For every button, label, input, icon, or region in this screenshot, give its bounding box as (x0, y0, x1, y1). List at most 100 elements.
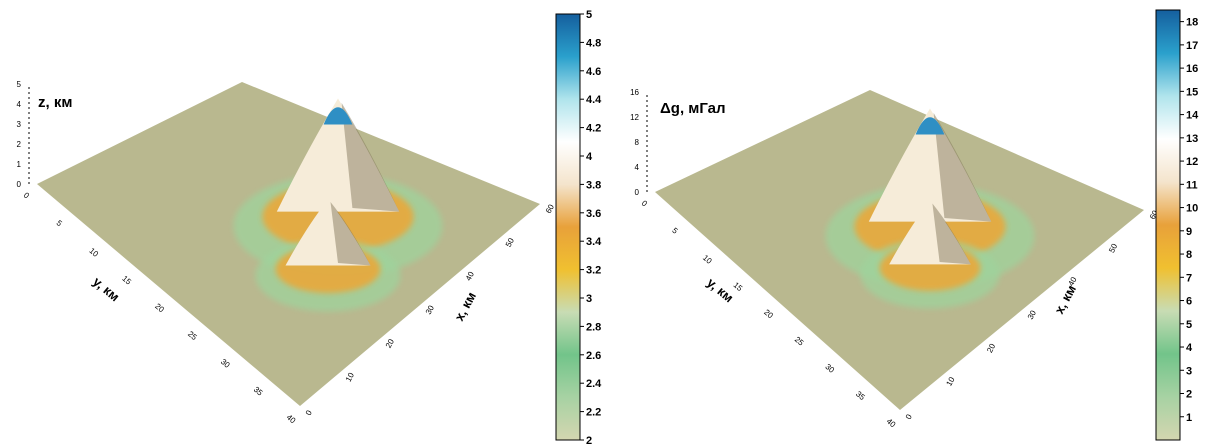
colorbar-tick-label: 3 (586, 293, 592, 305)
colorbar-tick-label: 15 (1186, 86, 1198, 98)
colorbar-tick-label: 4.2 (586, 123, 601, 135)
y-tick-label: 0 (640, 199, 650, 209)
x-axis-label-dg: x, км (1051, 282, 1079, 316)
z-tick-label: 12 (630, 113, 639, 122)
peak-shade (933, 112, 992, 222)
colorbar-tick-label: 3.4 (586, 236, 602, 248)
colorbar-tick-label: 14 (1186, 110, 1199, 122)
z-tick-label: 16 (630, 88, 639, 97)
colorbar-tick-label: 16 (1186, 63, 1198, 75)
y-tick-label: 5 (670, 226, 680, 236)
z-axis-dg: 0 4 8 12 16 (630, 88, 648, 197)
x-tick-label: 40 (464, 270, 476, 283)
z-tick-label: 8 (635, 138, 640, 147)
x-tick-label: 30 (1026, 308, 1038, 321)
z-tick-label: 5 (17, 80, 22, 89)
colorbar-tick-label: 2 (586, 435, 592, 447)
chart-title-z: z, км (38, 94, 72, 111)
y-tick-label: 25 (186, 329, 199, 342)
colorbar-tick-label: 4.8 (586, 37, 601, 49)
colorbar-tick-label: 17 (1186, 40, 1198, 52)
x-tick-label: 10 (344, 371, 356, 384)
z-tick-label: 1 (17, 160, 22, 169)
colorbar-tick-label: 8 (1186, 249, 1192, 261)
y-axis-label-z: y, км (90, 274, 122, 305)
chart-panel-z: 0 1 2 3 4 5 0 10 20 30 40 50 60 0 5 10 15 20 25 30 35 40 z,… (17, 9, 603, 447)
z-tick-label: 0 (635, 188, 640, 197)
colorbar-tick-label: 3 (1186, 365, 1192, 377)
y-tick-label: 15 (120, 274, 133, 287)
peak-2 (860, 201, 1000, 309)
z-tick-label: 0 (17, 180, 22, 189)
surface-peaks-dg (825, 108, 1035, 309)
surface-peaks-z (233, 98, 443, 312)
peak-2 (255, 199, 401, 312)
x-tick-label: 30 (424, 303, 436, 316)
z-axis-z: 0 1 2 3 4 5 (17, 80, 30, 189)
colorbar-gradient (1155, 9, 1181, 441)
y-tick-label: 40 (885, 417, 898, 430)
y-tick-label: 30 (219, 357, 232, 370)
colorbar-tick-label: 11 (1186, 179, 1198, 191)
colorbar-tick-label: 9 (1186, 226, 1192, 238)
colorbar-tick-label: 4 (1186, 342, 1193, 354)
colorbar-tick-label: 2.2 (586, 407, 601, 419)
x-axis-label-z: x, км (451, 289, 479, 323)
z-tick-label: 4 (635, 163, 640, 172)
colorbar-tick-label: 4.6 (586, 66, 601, 78)
y-axis-label-dg: y, км (704, 275, 736, 306)
colorbar-tick-label: 4 (586, 151, 593, 163)
colorbar-tick-label: 7 (1186, 272, 1192, 284)
x-tick-label: 10 (944, 375, 956, 388)
colorbar-tick-label: 3.2 (586, 265, 601, 277)
peak-shade (330, 202, 371, 266)
colorbar-tick-label: 3.6 (586, 208, 601, 220)
y-tick-label: 20 (153, 302, 166, 315)
x-tick-label: 50 (504, 236, 516, 249)
x-tick-label: 20 (985, 342, 997, 355)
colorbar-tick-label: 1 (1186, 412, 1192, 424)
colorbar-tick-label: 18 (1186, 17, 1198, 29)
colorbar-tick-label: 4.4 (586, 94, 602, 106)
y-tick-label: 0 (22, 191, 32, 201)
peak-shade (341, 102, 400, 212)
x-tick-label: 0 (304, 408, 314, 417)
y-tick-label: 10 (87, 246, 100, 259)
colorbar-z: 2 2.2 2.4 2.6 2.8 3 3.2 3.4 3.6 3.8 4 4.2 4.4 4.6 4.8 5 (555, 9, 602, 447)
peak-shade (932, 203, 971, 265)
colorbar-tick-label: 13 (1186, 133, 1198, 145)
chart-title-dg: Δg, мГал (660, 100, 726, 117)
y-tick-label: 20 (762, 308, 775, 321)
colorbar-tick-label: 12 (1186, 156, 1198, 168)
y-tick-label: 30 (823, 362, 836, 375)
colorbar-gradient (555, 13, 581, 441)
colorbar-tick-label: 2 (1186, 389, 1192, 401)
y-tick-label: 40 (285, 413, 298, 426)
peak-top (323, 107, 353, 125)
colorbar-tick-label: 2.4 (586, 378, 602, 390)
peak-dome (276, 98, 400, 212)
colorbar-tick-label: 6 (1186, 296, 1192, 308)
peak-dome (868, 108, 992, 222)
colorbar-tick-label: 3.8 (586, 179, 601, 191)
z-tick-label: 3 (17, 120, 22, 129)
x-tick-label: 60 (544, 202, 556, 215)
colorbar-tick-label: 2.8 (586, 321, 601, 333)
y-tick-label: 35 (252, 385, 265, 398)
x-tick-label: 20 (384, 337, 396, 350)
colorbar-tick-label: 10 (1186, 203, 1198, 215)
y-tick-label: 10 (701, 253, 714, 266)
peak-top (915, 117, 945, 135)
x-tick-label: 0 (904, 412, 914, 421)
y-tick-label: 5 (55, 218, 65, 228)
z-tick-label: 2 (17, 140, 22, 149)
z-tick-label: 4 (17, 100, 22, 109)
colorbar-tick-label: 2.6 (586, 350, 601, 362)
peak-dome (889, 201, 971, 265)
peak-dome (285, 199, 371, 266)
x-tick-label: 50 (1107, 242, 1119, 255)
y-tick-label: 35 (854, 389, 867, 402)
